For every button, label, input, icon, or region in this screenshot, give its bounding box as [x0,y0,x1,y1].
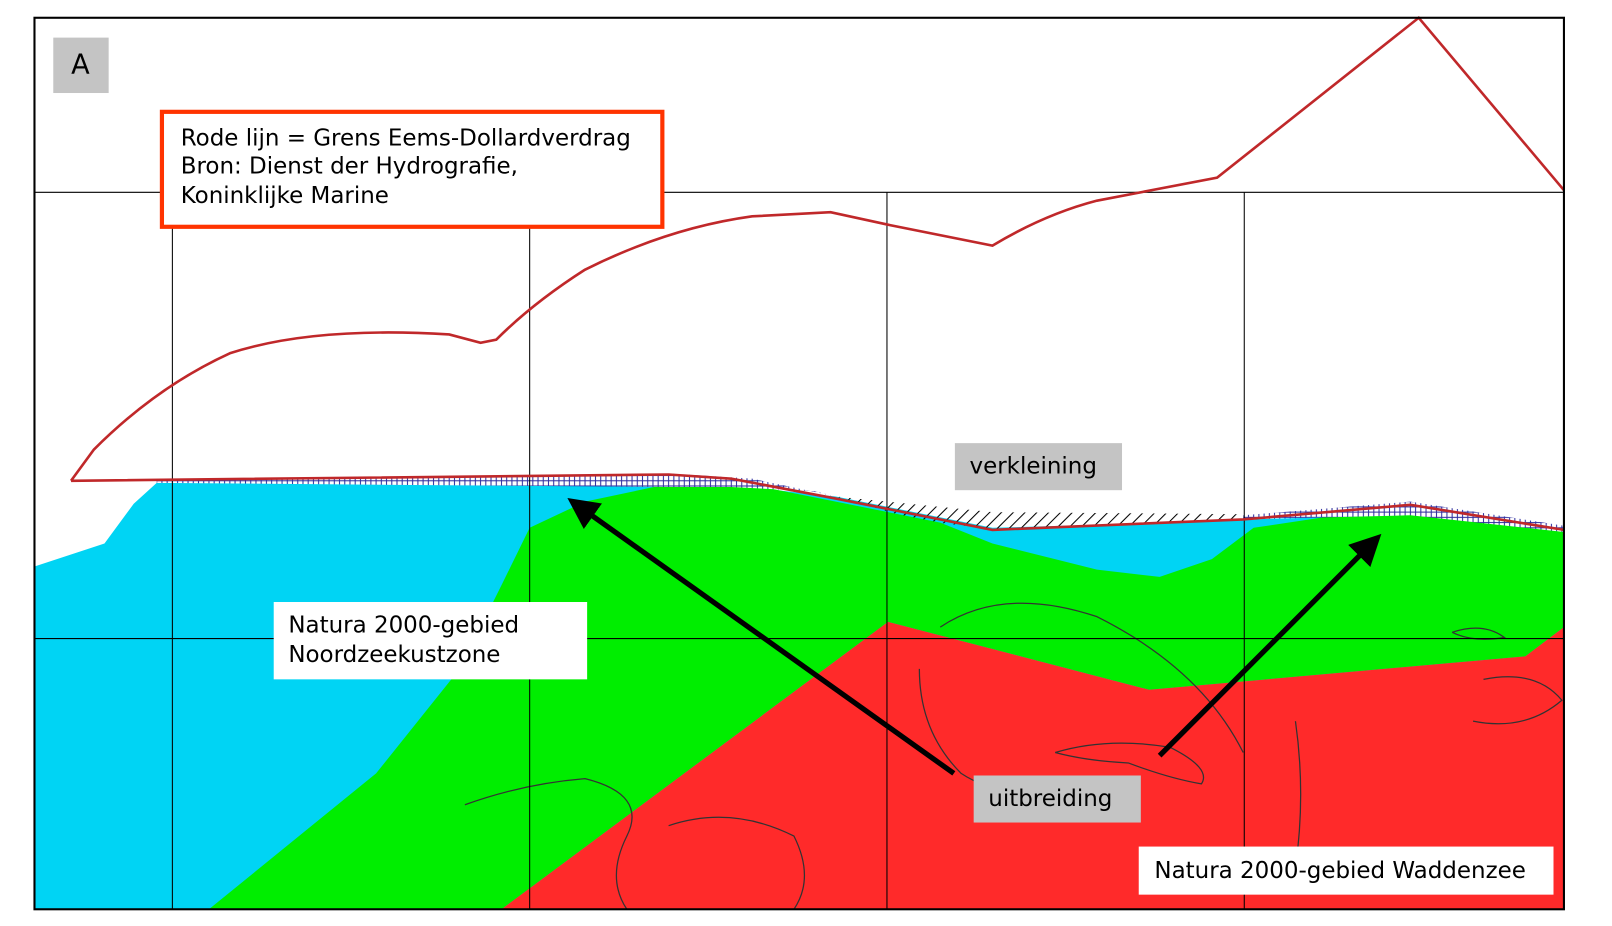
map-border [33,16,1565,911]
coastline [464,602,1563,910]
treaty-boundary [69,15,1565,532]
label-box [954,443,1123,491]
extension-strip [1243,501,1564,532]
panel-label: A [71,49,90,80]
arrow [567,498,956,776]
legend-line: Koninklijke Marine [181,183,389,209]
label-box [973,775,1141,823]
north-sea-zone-label: Noordzeekustzone [288,642,500,668]
reduction-area [835,496,1244,529]
wadden-sea-label: Natura 2000-gebied Waddenzee [1154,858,1525,884]
north-sea-zone-label: Natura 2000-gebied [288,613,519,639]
legend-line: Rode lijn = Grens Eems-Dollardverdrag [181,126,631,152]
reduction-label: verkleining [969,454,1096,480]
legend-line: Bron: Dienst der Hydrografie, [181,154,518,180]
panel-label-box [53,37,109,94]
label-box [273,602,588,680]
extension-area [208,483,1564,910]
legend-box [159,109,665,229]
label-box [1138,846,1554,895]
arrow [1157,533,1382,758]
extension-label: uitbreiding [988,786,1112,812]
